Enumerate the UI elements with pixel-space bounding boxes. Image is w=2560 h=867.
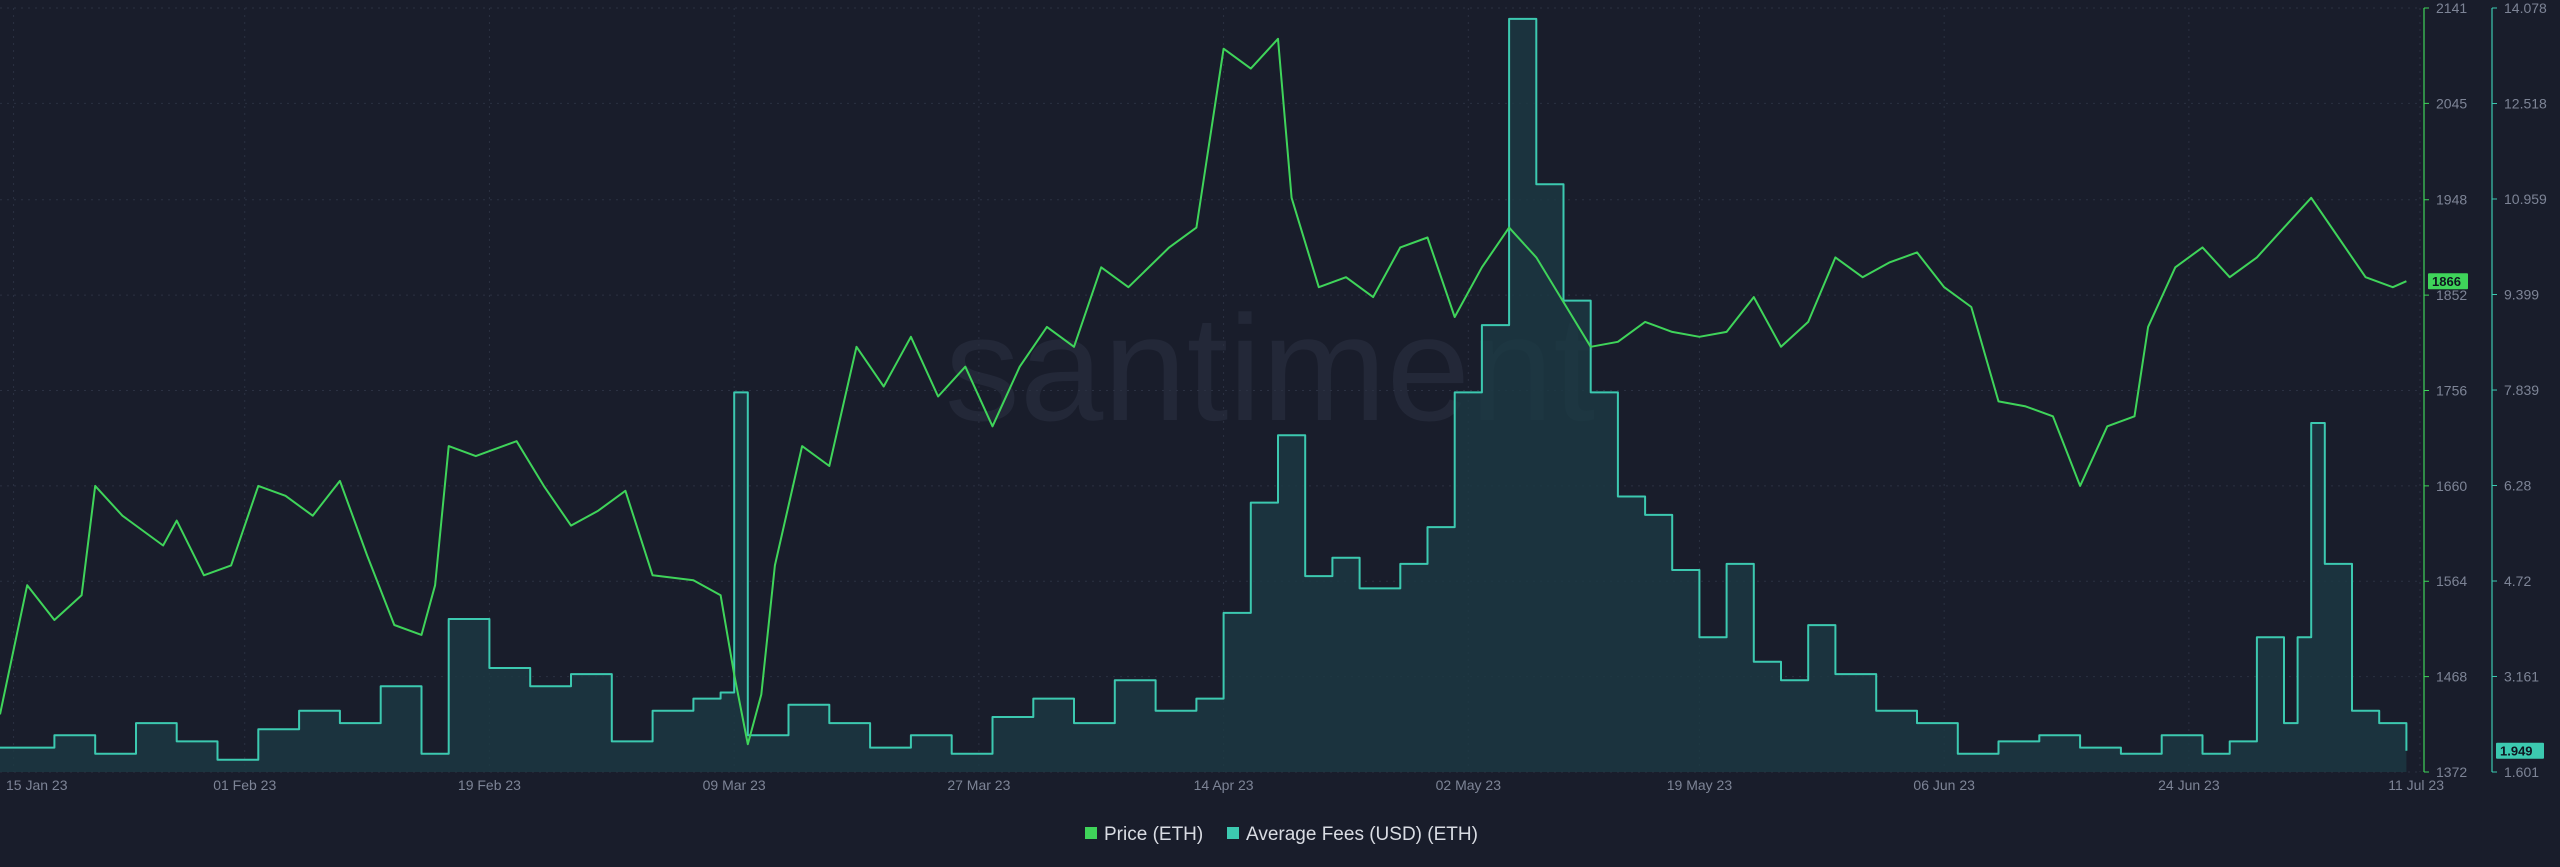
x-tick-label: 02 May 23 — [1436, 777, 1502, 793]
x-tick-label: 24 Jun 23 — [2158, 777, 2220, 793]
price-axis-tick-label: 1564 — [2436, 573, 2467, 589]
fees-axis-tick-label: 10.959 — [2504, 191, 2547, 207]
price-series-line — [0, 37, 2407, 746]
price-axis-tick-label: 2141 — [2436, 0, 2467, 16]
legend-label-price: Price (ETH) — [1104, 824, 1203, 845]
fees-axis-tick-label: 1.601 — [2504, 764, 2539, 780]
fees-axis-tick-label: 6.28 — [2504, 477, 2531, 493]
legend-label-fees: Average Fees (USD) (ETH) — [1246, 824, 1478, 845]
fees-axis-tick-label: 7.839 — [2504, 382, 2539, 398]
price-axis-tick-label: 1468 — [2436, 669, 2467, 685]
x-tick-label: 14 Apr 23 — [1194, 777, 1254, 793]
price-axis-tick-label: 2045 — [2436, 95, 2467, 111]
x-tick-label: 19 May 23 — [1667, 777, 1733, 793]
legend-swatch-price — [1085, 827, 1097, 839]
legend-item-price[interactable]: Price (ETH) — [1085, 824, 1203, 845]
fees-series-layer — [0, 17, 2408, 772]
fees-axis-tick-label: 4.72 — [2504, 573, 2531, 589]
fees-series-line — [0, 17, 2408, 761]
legend-swatch-fees — [1227, 827, 1239, 839]
x-tick-label: 06 Jun 23 — [1913, 777, 1975, 793]
fees-badge-bg — [2496, 742, 2544, 759]
fees-badge-text: 1.949 — [2500, 744, 2533, 759]
axes-layer: 15 Jan 23 01 Feb 23 19 Feb 23 09 Mar 23 27 M… — [6, 0, 2547, 793]
x-tick-label: 09 Mar 23 — [703, 777, 766, 793]
price-last-value-badge: 1866 — [2428, 273, 2468, 290]
legend-item-fees[interactable]: Average Fees (USD) (ETH) — [1227, 824, 1478, 845]
price-badge-bg — [2428, 273, 2468, 290]
price-axis-tick-label: 1660 — [2436, 478, 2467, 494]
x-tick-label: 27 Mar 23 — [947, 777, 1010, 793]
x-tick-label: 15 Jan 23 — [6, 777, 68, 793]
fees-axis-tick-label: 3.161 — [2504, 668, 2539, 684]
price-series-layer — [0, 37, 2407, 746]
x-tick-label: 11 Jul 23 — [2388, 777, 2444, 793]
price-axis-tick-label: 1948 — [2436, 192, 2467, 208]
x-tick-label: 19 Feb 23 — [458, 777, 521, 793]
price-badge-text: 1866 — [2432, 274, 2461, 289]
fees-last-value-badge: 1.949 — [2496, 742, 2544, 759]
fees-axis-tick-label: 14.078 — [2504, 0, 2547, 16]
price-axis-tick-label: 1372 — [2436, 764, 2467, 780]
price-axis-tick-label: 1852 — [2436, 287, 2467, 303]
x-tick-label: 01 Feb 23 — [213, 777, 276, 793]
fees-axis-tick-label: 9.399 — [2504, 287, 2539, 303]
legend: Price (ETH) Average Fees (USD) (ETH) — [1085, 824, 1478, 845]
price-axis-tick-label: 1756 — [2436, 382, 2467, 398]
fees-axis-tick-label: 12.518 — [2504, 96, 2547, 112]
